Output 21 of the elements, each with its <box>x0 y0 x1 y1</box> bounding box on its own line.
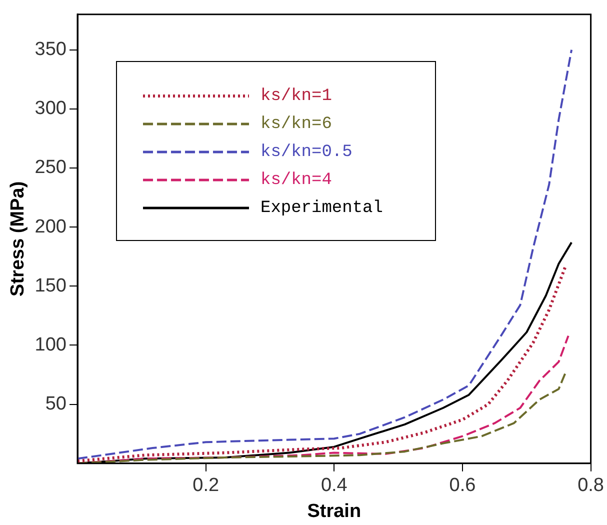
y-tick-label: 300 <box>34 98 66 120</box>
y-tick-label: 250 <box>34 157 66 178</box>
x-tick-label: 0.2 <box>192 475 220 496</box>
y-tick-label: 200 <box>34 216 66 238</box>
line-series <box>78 372 566 464</box>
text: ks/kn=1 <box>260 86 332 106</box>
y-tick-label: 150 <box>34 275 66 296</box>
y-axis-title: Stress (MPa) <box>8 181 29 296</box>
text: ks/kn=0.5 <box>260 142 352 162</box>
line-series <box>78 48 573 460</box>
text: ks/kn=6 <box>260 114 332 134</box>
x-tick-label: 0.4 <box>320 475 348 496</box>
x-axis-title: Strain <box>307 500 362 522</box>
y-tick-label: 350 <box>34 39 66 60</box>
text: ks/kn=4 <box>260 170 332 190</box>
x-tick-label: 0.8 <box>578 475 604 496</box>
y-tick-label: 100 <box>34 334 66 356</box>
y-tick-label: 50 <box>45 394 66 415</box>
line-series <box>78 334 570 464</box>
text: Experimental <box>260 198 383 218</box>
x-tick-label: 0.6 <box>449 475 476 496</box>
